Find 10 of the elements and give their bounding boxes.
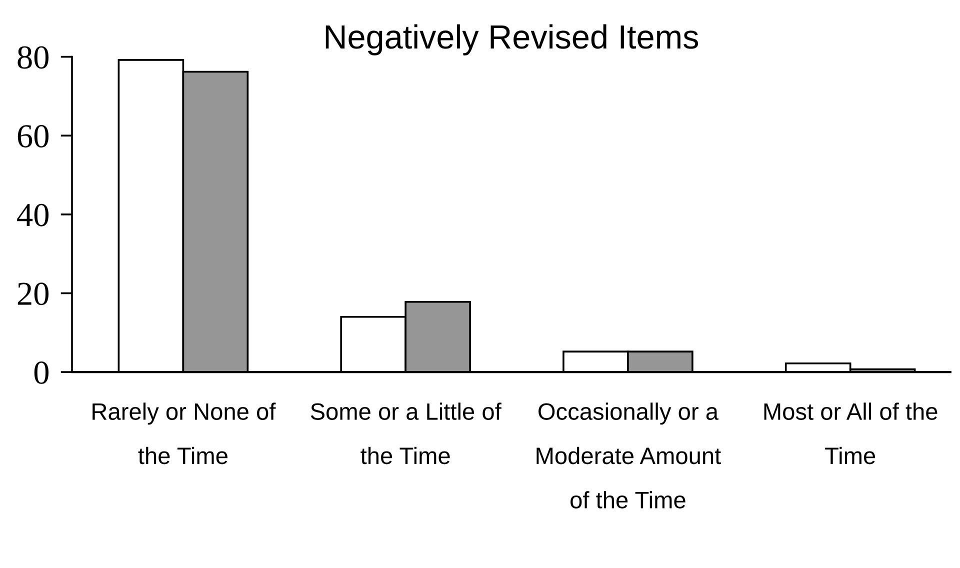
y-tick-label: 20 <box>18 282 49 306</box>
x-tick-label: Some or a Little of the Time <box>310 402 502 464</box>
x-tick-label: Occasionally or a Moderate Amount of the Time <box>536 402 721 508</box>
x-tick-label: Most or All of the Time <box>764 402 938 464</box>
y-tick-label: 80 <box>18 46 49 69</box>
y-tick-label: 40 <box>17 204 49 226</box>
y-tick-label: 0 <box>34 361 49 384</box>
x-tick-label: Rarely or None of the Time <box>92 402 276 464</box>
y-tick-label: 60 <box>18 125 49 148</box>
chart-title: Negatively Revised Items <box>326 24 698 56</box>
